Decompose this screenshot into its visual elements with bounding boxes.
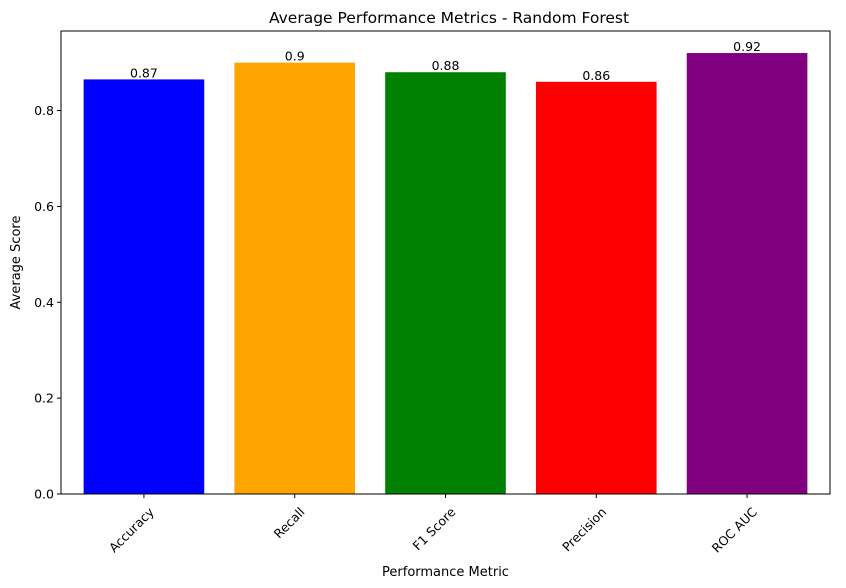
y-tick-label: 0.0: [34, 487, 54, 502]
data-labels-group: 0.87 0.9 0.88 0.86 0.92: [130, 39, 761, 83]
chart-title: Average Performance Metrics - Random For…: [269, 9, 629, 27]
data-label: 0.87: [130, 65, 158, 80]
data-label: 0.88: [432, 58, 460, 73]
data-label: 0.9: [285, 49, 305, 64]
x-tick-label: Accuracy: [106, 504, 157, 555]
y-tick-label: 0.6: [34, 199, 54, 214]
bar-accuracy: [83, 79, 205, 494]
x-axis: Accuracy Recall F1 Score Precision ROC AUC: [106, 494, 760, 556]
bars-group: [83, 53, 808, 495]
data-label: 0.86: [582, 68, 610, 83]
x-tick-label: Recall: [271, 504, 308, 541]
bar-roc-auc: [686, 53, 808, 495]
y-tick-label: 0.8: [34, 103, 54, 118]
x-tick-label: F1 Score: [410, 504, 459, 553]
x-axis-label: Performance Metric: [382, 565, 509, 580]
x-tick-label: Precision: [559, 504, 609, 554]
plot-frame: [60, 30, 831, 495]
bar-f1-score: [385, 72, 506, 495]
data-label: 0.92: [733, 39, 761, 54]
y-axis-label: Average Score: [9, 216, 24, 310]
y-tick-label: 0.4: [34, 295, 54, 310]
bar-precision: [535, 81, 657, 494]
x-tick-label: ROC AUC: [709, 504, 761, 556]
bar-recall: [234, 62, 356, 494]
y-tick-label: 0.2: [34, 391, 54, 406]
y-axis: 0.0 0.2 0.4 0.6 0.8: [34, 103, 61, 502]
